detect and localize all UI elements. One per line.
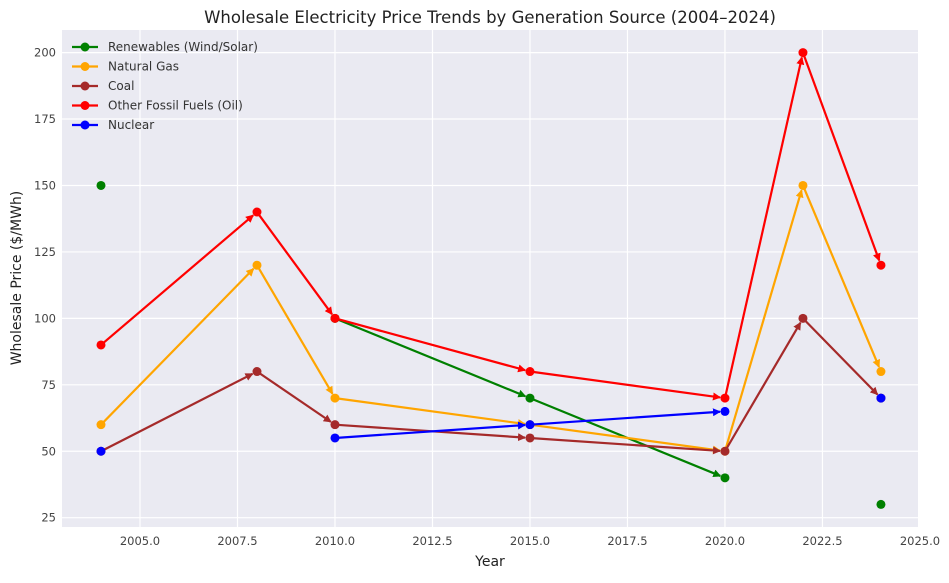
legend-label: Other Fossil Fuels (Oil) <box>108 99 243 113</box>
x-tick-label: 2005.0 <box>120 534 160 548</box>
data-point <box>252 367 262 377</box>
data-point <box>96 446 106 456</box>
data-point <box>720 393 730 403</box>
data-point <box>330 313 340 323</box>
series-layer <box>96 48 886 509</box>
data-point <box>798 313 808 323</box>
y-tick-label: 100 <box>34 311 56 325</box>
data-point <box>720 406 730 416</box>
line-segment <box>529 370 721 401</box>
x-tick-label: 2017.5 <box>607 534 647 548</box>
y-tick-label: 175 <box>34 112 56 126</box>
ticks: 2005.0 2007.5 2010.0 2012.5 2015.0 2017.5 2020… <box>34 46 940 548</box>
line-segment <box>256 264 334 395</box>
y-tick-label: 125 <box>34 245 56 259</box>
data-point <box>525 367 535 377</box>
data-point <box>798 180 808 190</box>
y-tick-label: 75 <box>41 378 56 392</box>
grid <box>62 30 921 527</box>
x-tick-label: 2022.5 <box>802 534 842 548</box>
y-tick-label: 50 <box>41 444 56 458</box>
legend-label: Nuclear <box>108 118 154 132</box>
line-segment <box>723 189 804 452</box>
data-point <box>525 393 535 403</box>
line-segment <box>256 370 332 423</box>
data-point <box>330 393 340 403</box>
data-point <box>876 367 886 377</box>
data-point <box>876 260 886 270</box>
line-segment <box>100 268 255 426</box>
line-segment <box>334 317 527 398</box>
series-natural-gas <box>96 180 886 456</box>
line-segment <box>334 317 527 373</box>
legend-label: Natural Gas <box>108 60 179 74</box>
legend-marker <box>80 62 90 71</box>
x-tick-label: 2015.0 <box>510 534 550 548</box>
line-segment <box>256 211 333 316</box>
data-point <box>330 420 340 430</box>
series-other-fossil-fuels-oil- <box>96 48 886 403</box>
x-tick-label: 2010.0 <box>315 534 355 548</box>
line-segment <box>723 56 805 399</box>
series-nuclear <box>96 393 886 456</box>
line-segment <box>529 423 721 454</box>
data-point <box>876 393 886 403</box>
data-point <box>525 420 535 430</box>
y-tick-label: 150 <box>34 178 56 192</box>
legend: Renewables (Wind/Solar) Natural Gas Coal Ot… <box>72 40 258 132</box>
data-point <box>720 473 730 483</box>
x-tick-label: 2012.5 <box>412 534 452 548</box>
line-segment <box>724 321 802 452</box>
chart-title: Wholesale Electricity Price Trends by Ge… <box>204 8 776 27</box>
y-tick-label: 25 <box>41 511 56 525</box>
legend-label: Renewables (Wind/Solar) <box>108 40 258 54</box>
data-point <box>798 48 808 58</box>
data-point <box>876 499 886 509</box>
line-segment <box>801 185 881 368</box>
data-point <box>330 433 340 443</box>
y-tick-label: 200 <box>34 46 56 60</box>
legend-marker <box>80 120 90 130</box>
x-axis-label: Year <box>474 554 505 570</box>
legend-marker <box>80 42 90 52</box>
line-segment <box>100 372 254 453</box>
line-segment <box>334 421 526 440</box>
line-segment <box>801 52 881 262</box>
line-segment <box>802 317 879 396</box>
legend-label: Coal <box>108 79 134 93</box>
data-point <box>252 207 262 217</box>
line-segment <box>529 436 721 455</box>
legend-marker <box>80 81 90 91</box>
line-segment <box>529 408 721 426</box>
data-point <box>96 420 106 430</box>
data-point <box>720 446 730 456</box>
line-segment <box>334 397 527 428</box>
x-tick-label: 2007.5 <box>217 534 257 548</box>
data-point <box>525 433 535 443</box>
line-segment <box>100 214 254 346</box>
data-point <box>252 260 262 270</box>
data-point <box>96 180 106 190</box>
legend-marker <box>80 101 90 110</box>
data-point <box>96 340 106 350</box>
x-tick-label: 2025.0 <box>900 534 940 548</box>
y-axis-label: Wholesale Price ($/MWh) <box>9 191 25 366</box>
x-tick-label: 2020.0 <box>705 534 745 548</box>
